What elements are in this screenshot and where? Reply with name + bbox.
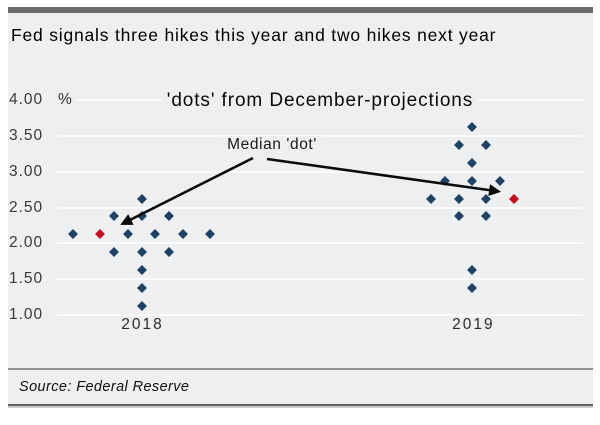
percent-unit-label: % [54,91,76,109]
top-accent-bar [8,7,593,13]
x-axis-label-2019: 2019 [452,316,495,333]
x-axis-label-2018: 2018 [121,316,164,333]
y-axis-label-3.00: 3.00 [9,162,44,180]
gridline-1.00 [57,314,583,316]
gridline-2.50 [57,206,583,209]
y-axis-label-3.50: 3.50 [9,126,44,144]
y-axis-label-4.00: 4.00 [9,91,44,108]
median-dot-annotation: Median 'dot' [223,136,321,154]
source-text: Source: Federal Reserve [19,379,190,395]
chart-subtitle: 'dots' from December-projections [161,90,479,112]
gridline-3.50 [57,134,583,137]
chart-subtitle-row: 'dots' from December-projections [40,90,600,112]
gridline-2.00 [57,242,583,245]
y-axis-label-2.00: 2.00 [9,234,44,252]
gridline-1.50 [57,278,583,281]
source-strip: Source: Federal Reserve [8,368,593,406]
y-axis-label-2.50: 2.50 [9,198,44,216]
chart-title: Fed signals three hikes this year and tw… [11,25,497,45]
y-axis-label-1.50: 1.50 [9,270,44,288]
gridline-3.00 [57,170,583,173]
y-axis-label-1.00: 1.00 [9,306,44,323]
